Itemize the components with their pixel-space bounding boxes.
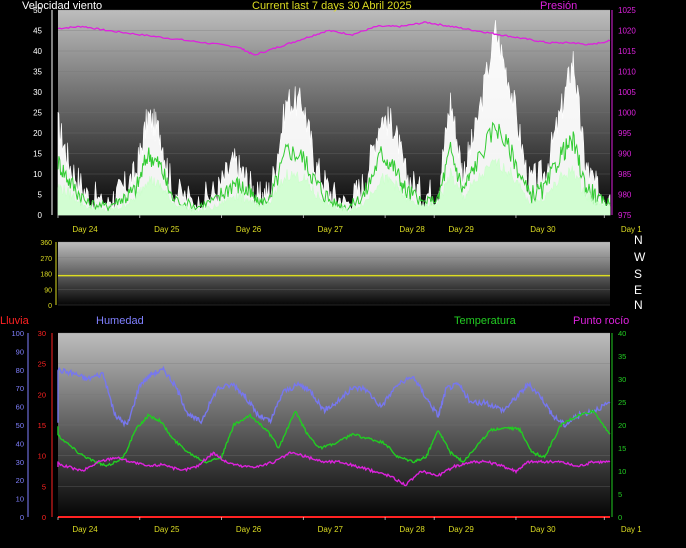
- rain-tick-label: 30: [38, 329, 46, 338]
- direction-tick-label: 360: [40, 240, 52, 247]
- humidity-tick-label: 60: [16, 403, 24, 412]
- x-tick-label-bottom: Day 26: [236, 525, 262, 534]
- humidity-tick-label: 0: [20, 513, 24, 522]
- humidity-tick-label: 80: [16, 366, 24, 375]
- x-tick-label-top: Day 29: [448, 225, 474, 234]
- x-tick-label-top: Day 26: [236, 225, 262, 234]
- temperature-tick-label: 10: [618, 467, 626, 476]
- x-tick-label-bottom: Day 27: [318, 525, 344, 534]
- pressure-tick-label: 995: [618, 129, 632, 138]
- temperature-axis-label: Temperatura: [454, 315, 516, 327]
- pressure-tick-label: 1010: [618, 68, 636, 77]
- x-tick-label-bottom: Day 1: [621, 525, 642, 534]
- dewpoint-axis-label: Punto rocío: [573, 315, 629, 327]
- x-tick-label-bottom: Day 29: [448, 525, 474, 534]
- x-tick-label-top: Day 30: [530, 225, 556, 234]
- humidity-tick-label: 70: [16, 384, 24, 393]
- x-tick-label-top: Day 27: [318, 225, 344, 234]
- pressure-tick-label: 1005: [618, 88, 636, 97]
- direction-tick-label: 0: [48, 303, 52, 310]
- wind-tick-label: 40: [33, 47, 42, 56]
- rain-tick-label: 0: [42, 513, 46, 522]
- humidity-tick-label: 100: [11, 329, 24, 338]
- direction-tick-label: 270: [40, 256, 52, 263]
- chart-title: Current last 7 days 30 Abril 2025: [252, 0, 412, 12]
- compass-label-n-top: N: [634, 234, 643, 246]
- pressure-tick-label: 1000: [618, 109, 636, 118]
- pressure-tick-label: 990: [618, 150, 632, 159]
- pressure-tick-label: 975: [618, 211, 632, 220]
- x-tick-label-top: Day 25: [154, 225, 180, 234]
- pressure-axis-label: Presión: [540, 0, 577, 12]
- humidity-tick-label: 90: [16, 347, 24, 356]
- humidity-tick-label: 30: [16, 458, 24, 467]
- compass-label-s: S: [634, 268, 642, 280]
- x-tick-label-bottom: Day 30: [530, 525, 556, 534]
- temperature-tick-label: 20: [618, 421, 626, 430]
- pressure-tick-label: 1025: [618, 6, 636, 15]
- x-tick-label-bottom: Day 28: [399, 525, 425, 534]
- wind-tick-label: 5: [38, 191, 43, 200]
- wind-tick-label: 0: [38, 211, 43, 220]
- humidity-axis-label: Humedad: [96, 315, 144, 327]
- pressure-tick-label: 985: [618, 170, 632, 179]
- humidity-tick-label: 40: [16, 439, 24, 448]
- x-tick-label-bottom: Day 25: [154, 525, 180, 534]
- x-tick-label-bottom: Day 24: [72, 525, 98, 534]
- rain-tick-label: 10: [38, 452, 46, 461]
- humidity-tick-label: 50: [16, 421, 24, 430]
- compass-label-e: E: [634, 284, 642, 296]
- wind-tick-label: 20: [33, 129, 42, 138]
- pressure-tick-label: 1020: [618, 27, 636, 36]
- wind-tick-label: 35: [33, 68, 42, 77]
- rain-tick-label: 25: [38, 360, 46, 369]
- temperature-tick-label: 5: [618, 490, 622, 499]
- compass-label-n-bottom: N: [634, 299, 643, 311]
- humidity-tick-label: 10: [16, 495, 24, 504]
- wind-tick-label: 15: [33, 150, 42, 159]
- rain-tick-label: 15: [38, 421, 46, 430]
- temperature-tick-label: 40: [618, 329, 626, 338]
- temperature-tick-label: 25: [618, 398, 626, 407]
- temperature-tick-label: 0: [618, 513, 622, 522]
- rain-axis-label: Lluvia: [0, 315, 29, 327]
- pressure-tick-label: 980: [618, 191, 632, 200]
- wind-tick-label: 30: [33, 88, 42, 97]
- temperature-tick-label: 15: [618, 444, 626, 453]
- wind-tick-label: 25: [33, 109, 42, 118]
- wind-tick-label: 45: [33, 27, 42, 36]
- pressure-tick-label: 1015: [618, 47, 636, 56]
- direction-tick-label: 90: [44, 287, 52, 294]
- x-tick-label-top: Day 24: [72, 225, 98, 234]
- rain-tick-label: 20: [38, 390, 46, 399]
- wind-tick-label: 10: [33, 170, 42, 179]
- humidity-tick-label: 20: [16, 476, 24, 485]
- rain-tick-label: 5: [42, 482, 46, 491]
- wind-speed-axis-label: Velocidad viento: [22, 0, 102, 12]
- x-tick-label-top: Day 28: [399, 225, 425, 234]
- temperature-tick-label: 35: [618, 352, 626, 361]
- direction-tick-label: 180: [40, 272, 52, 279]
- temperature-tick-label: 30: [618, 375, 626, 384]
- compass-label-w: W: [634, 251, 645, 263]
